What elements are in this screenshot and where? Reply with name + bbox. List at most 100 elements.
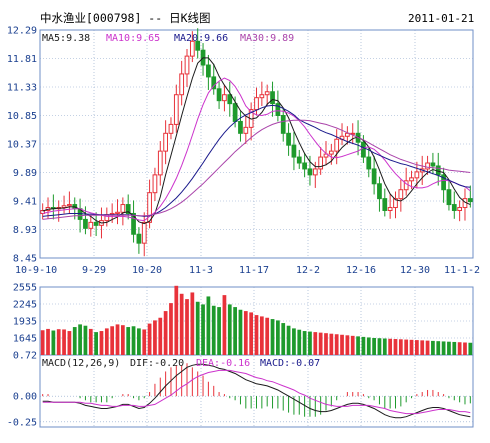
candle-down	[430, 162, 436, 167]
candle-down	[125, 204, 131, 214]
date-tick-label: 10-9-10	[15, 265, 57, 276]
candle-up	[67, 204, 72, 207]
volume-bar-down	[126, 327, 131, 355]
volume-bar-up	[463, 342, 467, 355]
candle-down	[131, 212, 136, 235]
volume-bar-down	[238, 309, 243, 355]
dif-legend: DIF:-0.20	[130, 358, 184, 369]
volume-tick-label: 2555	[13, 283, 37, 294]
ma20-legend: MA20:9.66	[174, 33, 228, 44]
volume-tick-label: 1935	[13, 317, 37, 328]
candle-up	[398, 189, 404, 200]
volume-bar-up	[153, 320, 157, 355]
candle-up	[163, 132, 168, 152]
volume-bar-up	[398, 339, 403, 355]
candle-up	[312, 168, 318, 176]
volume-bar-up	[222, 295, 227, 355]
candle-up	[264, 91, 270, 96]
volume-bar-up	[174, 285, 179, 355]
volume-bar-up	[99, 331, 104, 355]
dif-line	[42, 363, 471, 419]
price-tick-label: 8.45	[13, 254, 37, 265]
candle-down	[302, 162, 307, 170]
candle-up	[334, 138, 340, 152]
volume-bar-down	[72, 327, 77, 355]
candle-down	[307, 168, 313, 176]
candle-down	[216, 88, 222, 102]
volume-bar-up	[388, 338, 393, 355]
candle-down	[83, 218, 88, 229]
candle-down	[441, 174, 446, 191]
candle-down	[270, 91, 275, 105]
candle-up	[184, 55, 190, 75]
volume-bar-down	[452, 341, 457, 355]
ma5-line	[42, 57, 471, 225]
volume-bar-up	[334, 334, 339, 355]
macd-lines-layer	[42, 363, 471, 419]
volume-bar-down	[356, 336, 360, 355]
volume-bar-down	[94, 332, 99, 355]
volume-bar-up	[142, 329, 147, 355]
candle-up	[168, 123, 174, 134]
candle-up	[328, 150, 334, 155]
dea-legend: DEA:-0.16	[196, 358, 250, 369]
candle-down	[291, 144, 297, 158]
moving-average-layer	[42, 57, 471, 225]
price-tick-label: 9.41	[13, 197, 37, 208]
volume-bar-down	[308, 331, 312, 355]
volume-bar-down	[131, 326, 136, 355]
ma5-legend: MA5:9.38	[42, 33, 90, 44]
ma10-line	[42, 77, 471, 222]
chart-title: 中水渔业[000798] -- 日K线图	[40, 11, 211, 25]
volume-bars-layer	[40, 285, 473, 355]
candle-up	[222, 94, 227, 102]
volume-bar-up	[324, 333, 328, 355]
volume-bar-down	[447, 341, 451, 355]
volume-bar-down	[436, 341, 441, 355]
volume-bar-up	[243, 311, 248, 355]
candle-down	[232, 103, 238, 122]
candle-down	[296, 156, 302, 164]
candle-up	[120, 204, 126, 213]
volume-bar-down	[286, 325, 291, 355]
volume-bar-up	[147, 323, 152, 355]
volume-bar-down	[276, 320, 280, 355]
candle-down	[377, 183, 382, 200]
ma30-line	[42, 119, 471, 220]
volume-bar-down	[195, 301, 200, 355]
date-tick-label: 11-17	[239, 265, 269, 276]
candle-up	[259, 94, 265, 99]
volume-bar-down	[377, 338, 382, 355]
candle-down	[275, 103, 281, 116]
volume-bar-down	[137, 328, 141, 355]
macd-panel	[39, 354, 474, 428]
y-axis-labels: 12.29 11.81 11.33 10.85 10.37 9.89 9.41 8.93 8.4…	[7, 26, 37, 429]
candle-down	[211, 76, 217, 90]
volume-bar-down	[227, 304, 232, 355]
candle-up	[115, 211, 120, 214]
volume-bar-down	[201, 304, 205, 355]
price-tick-label: 11.33	[7, 83, 37, 94]
volume-bar-up	[190, 292, 195, 355]
volume-bar-down	[441, 341, 446, 355]
volume-bar-down	[78, 324, 82, 355]
candle-down	[366, 156, 372, 170]
volume-bar-up	[265, 317, 270, 355]
volume-bar-down	[382, 338, 387, 355]
volume-bar-up	[409, 339, 414, 355]
volume-tick-label: 1645	[13, 334, 37, 345]
date-tick-label: 12-16	[346, 265, 376, 276]
volume-bar-up	[393, 339, 398, 355]
volume-bar-up	[104, 328, 109, 355]
candle-up	[88, 221, 94, 229]
volume-bar-up	[318, 332, 323, 355]
ma30-legend: MA30:9.89	[240, 33, 294, 44]
candle-up	[457, 207, 463, 211]
date-tick-label: 12-2	[296, 265, 320, 276]
macd-params-legend: MACD(12,26,9)	[42, 358, 120, 369]
volume-bar-up	[185, 299, 189, 355]
volume-bar-down	[372, 337, 376, 355]
volume-bar-down	[431, 340, 435, 355]
candle-up	[61, 205, 67, 209]
